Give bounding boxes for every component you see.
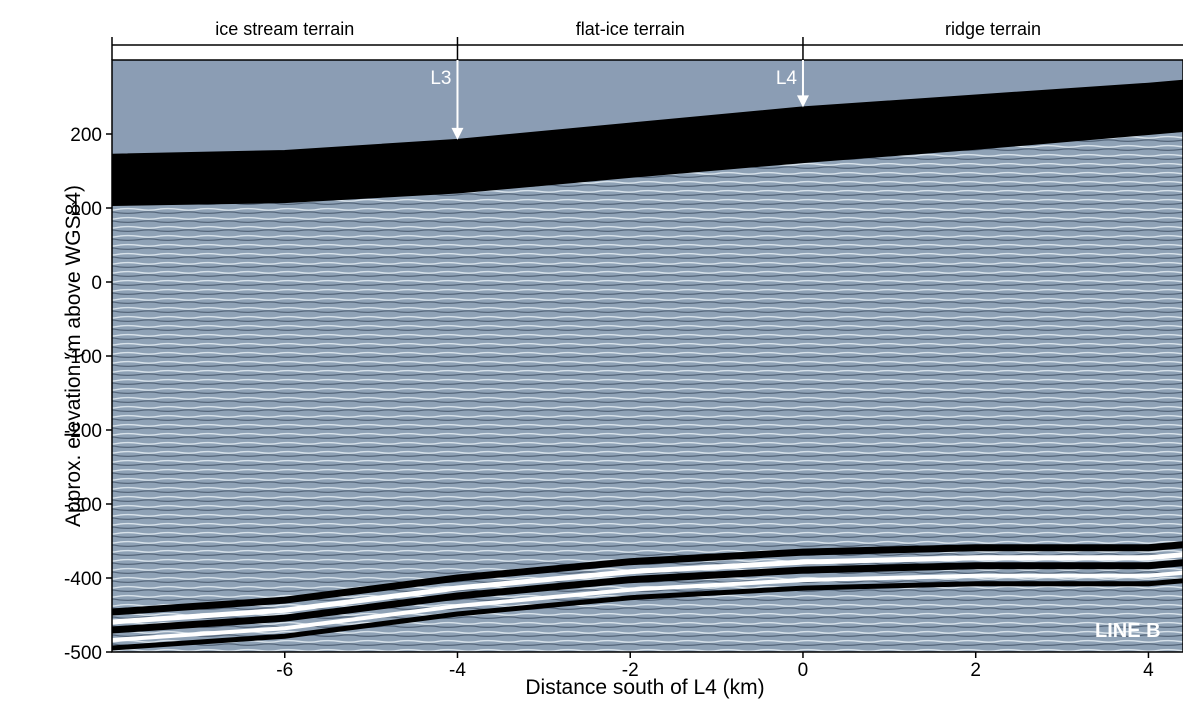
arrow-label: L4 xyxy=(776,68,798,89)
arrow-head xyxy=(796,95,809,108)
bed-band xyxy=(112,578,1183,651)
arrow-label: L3 xyxy=(430,68,451,89)
profile-line xyxy=(112,130,1183,206)
sky xyxy=(112,60,1183,155)
y-tick-label: -300 xyxy=(64,495,102,516)
bed-band xyxy=(112,552,1183,625)
plot-area xyxy=(112,60,1183,652)
y-axis-label: Approx. elevation (m above WGS84) xyxy=(62,185,85,527)
x-tick-label: -6 xyxy=(276,660,293,681)
x-tick-label: 4 xyxy=(1143,660,1154,681)
line-label: LINE B xyxy=(1095,620,1161,642)
y-tick-label: -400 xyxy=(64,569,102,590)
profile-line xyxy=(112,79,1183,156)
x-tick-label: -4 xyxy=(449,660,466,681)
y-tick-label: 100 xyxy=(70,199,102,220)
ice-band xyxy=(112,80,1183,205)
y-tick-label: -100 xyxy=(64,347,102,368)
region-label: ice stream terrain xyxy=(215,19,354,39)
x-axis-label: Distance south of L4 (km) xyxy=(525,676,764,699)
x-tick-label: 0 xyxy=(798,660,809,681)
x-tick-label: 2 xyxy=(970,660,981,681)
profile-line xyxy=(112,543,1183,613)
y-tick-label: -200 xyxy=(64,421,102,442)
y-tick-label: 200 xyxy=(70,125,102,146)
x-tick-label: -2 xyxy=(622,660,639,681)
y-tick-label: 0 xyxy=(91,273,102,294)
bed-band xyxy=(112,570,1183,642)
y-tick-label: -500 xyxy=(64,643,102,664)
region-label: ridge terrain xyxy=(945,19,1041,39)
bed-band xyxy=(112,559,1183,634)
arrow-head xyxy=(451,127,464,140)
region-label: flat-ice terrain xyxy=(576,19,685,39)
